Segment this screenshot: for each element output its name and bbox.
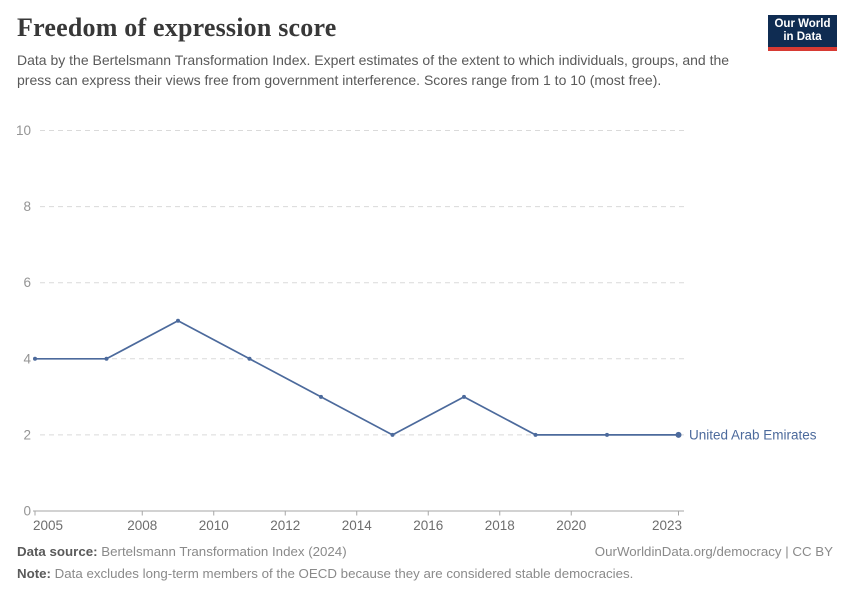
x-axis-label: 2008 [127,518,157,533]
y-axis-label: 0 [23,504,31,519]
y-axis-label: 2 [23,427,31,442]
footer-row: Data source: Bertelsmann Transformation … [17,543,833,561]
x-axis-label: 2016 [413,518,443,533]
data-point[interactable] [533,432,538,437]
data-point[interactable] [104,356,109,361]
data-source-label: Data source: [17,544,98,559]
data-point[interactable] [176,318,180,323]
x-axis-label: 2005 [33,518,63,533]
data-point[interactable] [605,432,609,437]
data-point[interactable] [319,394,323,399]
chart-footer: Data source: Bertelsmann Transformation … [17,543,833,583]
x-axis-label: 2020 [556,518,586,533]
attribution-link[interactable]: OurWorldinData.org/democracy | CC BY [594,544,833,559]
y-axis-label: 4 [23,351,31,366]
data-source-text: Bertelsmann Transformation Index (2024) [97,544,347,559]
owid-logo: Our World in Data [768,15,837,51]
chart-note: Note: Data excludes long-term members of… [17,565,833,583]
x-axis-label: 2012 [270,518,300,533]
y-axis-label: 10 [16,123,31,138]
data-point[interactable] [390,432,395,437]
data-point[interactable] [462,394,466,399]
x-axis-label: 2018 [485,518,515,533]
note-label: Note: [17,566,51,581]
x-axis-label: 2010 [199,518,229,533]
y-axis-label: 8 [23,199,31,214]
x-axis-label: 2014 [342,518,373,533]
note-text: Data excludes long-term members of the O… [50,566,634,581]
data-point[interactable] [675,431,682,438]
page-title: Freedom of expression score [17,13,337,42]
data-point[interactable] [33,356,37,361]
owid-logo-line1: Our World [774,17,831,30]
y-axis-label: 6 [23,275,31,290]
line-chart[interactable]: 0 2 4 6 8 10 2005 2008 2010 2012 2014 2016 2018 2020 2… [0,110,850,542]
data-point[interactable] [247,356,252,361]
owid-logo-line2: in Data [783,31,822,43]
chart-subtitle: Data by the Bertelsmann Transformation I… [17,52,730,88]
entity-label[interactable]: United Arab Emirates [689,427,817,442]
data-line[interactable] [35,319,679,436]
x-axis-label: 2023 [652,518,682,533]
data-source: Data source: Bertelsmann Transformation … [17,543,347,561]
